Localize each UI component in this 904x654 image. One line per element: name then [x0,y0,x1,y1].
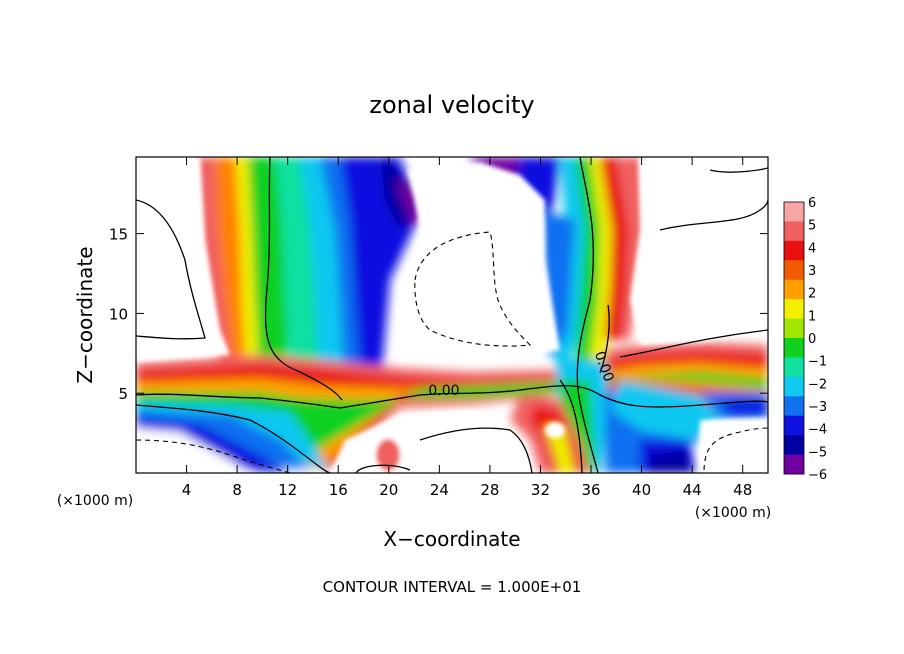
colorbar-label: 3 [808,264,816,279]
colorbar-swatch [784,299,804,319]
colorbar-label: 5 [808,219,816,234]
colorbar-swatch [784,240,804,261]
x-units-right: (×1000 m) [695,505,771,521]
contour-label-0: 0.00 [428,383,459,399]
colorbar-frame [783,201,805,475]
colorbar-swatch [784,357,804,378]
colorbar-swatch [784,260,804,281]
colorbar-swatch [784,454,804,475]
colorbar-label: 6 [808,196,816,211]
x-tick-label: 24 [430,481,449,499]
y-axis-title: Z−coordinate [73,246,97,383]
negative-contours [136,231,768,473]
heatmap-field [136,157,768,473]
x-tick-label: 12 [278,481,297,499]
x-tick-label: 40 [632,481,651,499]
x-tick-label: 20 [379,481,398,499]
colorbar-label: −6 [808,468,827,483]
x-units-left: (×1000 m) [57,493,133,509]
colorbar-swatch [784,338,804,358]
colorbar-swatch [784,279,804,300]
x-tick-label: 16 [329,481,348,499]
colorbar-swatch [784,435,804,455]
plot-frame [135,156,769,474]
x-tick-label: 48 [733,481,752,499]
x-axis-title: X−coordinate [383,527,520,551]
x-tick-label: 8 [232,481,242,499]
y-tick-label: 5 [118,385,128,403]
chart-title: zonal velocity [369,91,534,119]
colorbar-label: −1 [808,355,827,370]
y-tick-label: 15 [109,226,128,244]
x-axis: 4 8 12 16 20 24 28 32 36 40 44 48 [182,157,752,499]
colorbar: 6 5 4 3 2 1 0 −1 −2 −3 −4 −5 −6 [783,196,827,483]
colorbar-label: −2 [808,377,827,392]
colorbar-label: −5 [808,445,827,460]
x-tick-label: 36 [581,481,600,499]
y-tick-label: 10 [109,305,128,323]
x-tick-label: 44 [683,481,702,499]
colorbar-swatch [784,376,804,397]
colorbar-swatch [784,221,804,242]
colorbar-label: 4 [808,241,816,256]
y-axis: 5 10 15 [109,226,768,403]
colorbar-label: 0 [808,332,816,347]
colorbar-swatch [784,318,804,339]
colorbar-label: 1 [808,309,816,324]
x-tick-label: 32 [531,481,550,499]
colorbar-swatch [784,396,804,417]
x-tick-label: 4 [182,481,192,499]
x-tick-label: 28 [480,481,499,499]
colorbar-label: −3 [808,400,827,415]
colorbar-swatch [784,415,804,436]
colorbar-label: 2 [808,287,816,302]
contour-interval-note: CONTOUR INTERVAL = 1.000E+01 [323,578,582,596]
colorbar-swatch [784,202,804,222]
colorbar-label: −4 [808,423,827,438]
